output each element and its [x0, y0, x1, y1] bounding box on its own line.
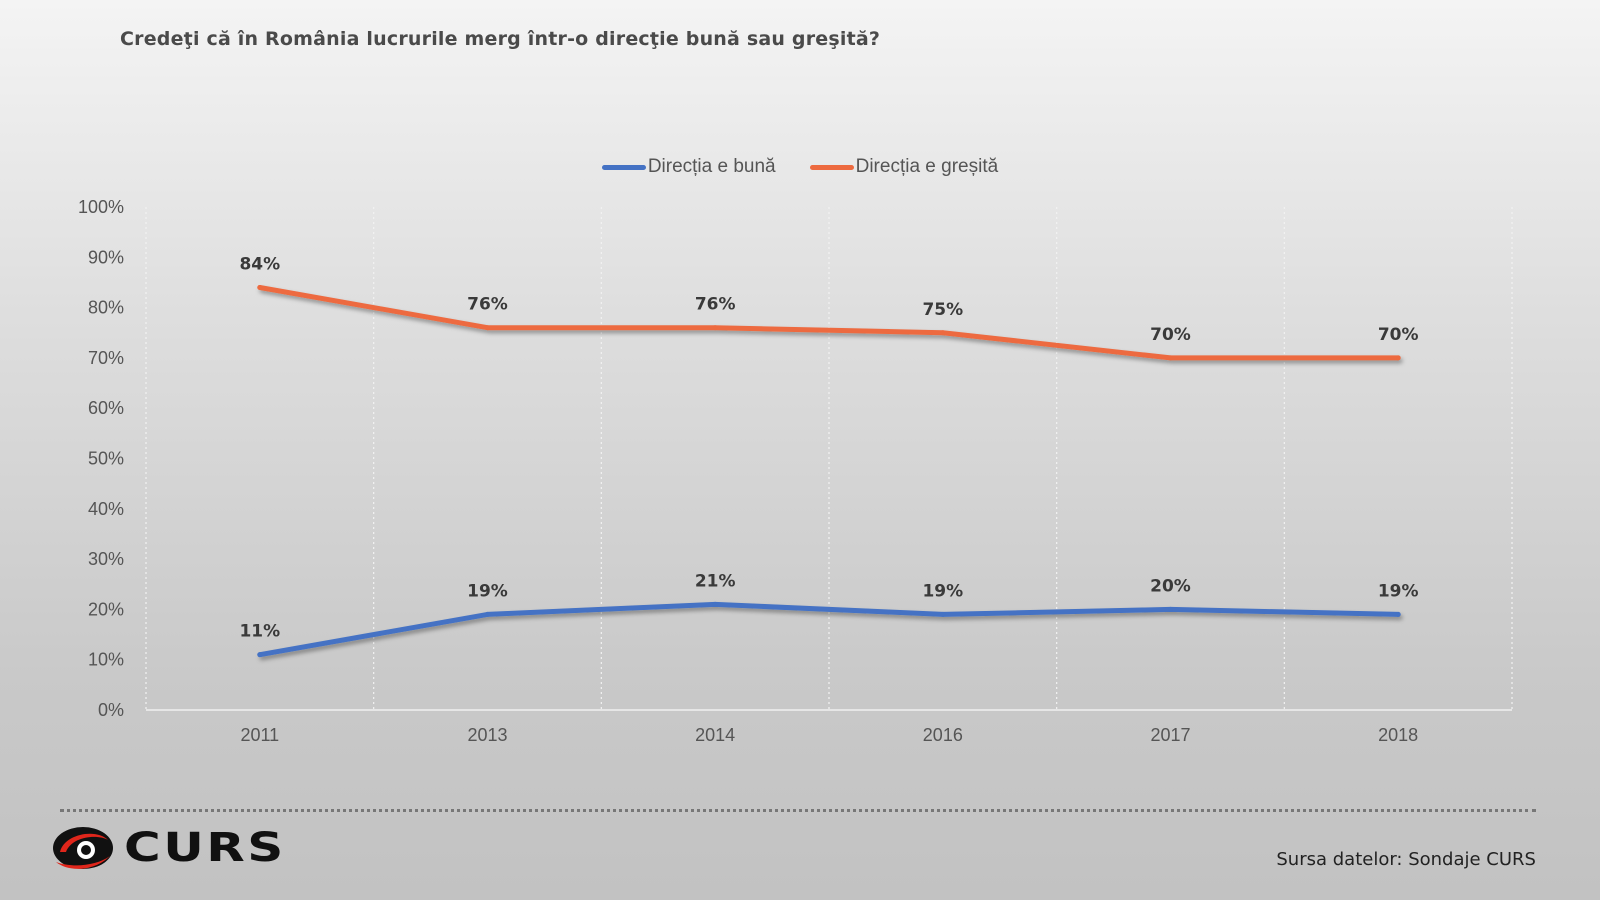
data-label: 76% — [467, 295, 508, 315]
line-chart: 0%10%20%30%40%50%60%70%80%90%100% 2011 20… — [78, 197, 1513, 745]
data-labels: 11% 19% 21% 19% 20% 19% 84% 76% 76% 75% 70% 70% — [239, 254, 1418, 641]
source-note: Sursa datelor: Sondaje CURS — [1276, 849, 1536, 870]
x-tick-label: 2013 — [467, 725, 507, 745]
legend-swatch-buna — [601, 164, 646, 170]
y-tick-label: 50% — [88, 449, 124, 469]
curs-logo-icon — [53, 827, 113, 869]
data-point — [257, 652, 263, 658]
y-tick-label: 10% — [88, 650, 124, 670]
x-tick-label: 2018 — [1378, 725, 1418, 745]
legend-label-gresita: Direcția e greșită — [855, 156, 999, 177]
data-point — [485, 611, 490, 617]
data-label: 21% — [695, 571, 736, 591]
data-point — [485, 325, 490, 331]
y-tick-label: 40% — [88, 499, 124, 519]
grid — [145, 207, 1513, 711]
x-tick-label: 2011 — [240, 725, 279, 745]
data-point — [257, 284, 263, 290]
footer-divider — [60, 809, 1536, 812]
data-point — [1395, 355, 1401, 361]
data-point — [940, 611, 946, 617]
data-label: 20% — [1150, 576, 1191, 596]
x-tick-label: 2016 — [923, 725, 963, 745]
y-tick-label: 20% — [88, 599, 124, 619]
data-point — [712, 601, 718, 607]
data-label: 70% — [1150, 325, 1191, 345]
data-point — [1168, 355, 1173, 361]
data-label: 70% — [1378, 325, 1419, 345]
y-tick-label: 60% — [88, 398, 124, 418]
series-line-gresita — [257, 284, 1401, 361]
data-point — [1168, 606, 1173, 612]
y-tick-label: 0% — [98, 700, 124, 720]
x-axis: 2011 2013 2014 2016 2017 2018 — [240, 725, 1418, 745]
data-point — [1395, 611, 1401, 617]
data-label: 75% — [922, 300, 963, 320]
legend-item-buna: Direcția e bună — [601, 156, 776, 178]
y-tick-label: 70% — [88, 348, 124, 368]
curs-logo-text: CURS — [124, 825, 286, 871]
y-axis: 0% 10% 20% 30% 40% 50% 60% 70% 80% 90% 100% — [78, 197, 124, 720]
curs-logo: CURS — [50, 822, 283, 874]
legend-swatch-gresita — [809, 164, 854, 170]
y-tick-label: 100% — [78, 197, 124, 217]
series-line-buna — [257, 601, 1401, 658]
y-tick-label: 90% — [88, 247, 124, 267]
data-point — [940, 330, 946, 336]
chart-title: Credeţi că în România lucrurile merg înt… — [120, 28, 881, 50]
series-group — [257, 284, 1401, 658]
data-label: 19% — [1378, 581, 1419, 601]
legend: Direcția e bună Direcția e greșită — [0, 156, 1600, 178]
data-label: 11% — [239, 622, 280, 642]
data-point — [712, 325, 718, 331]
data-label: 19% — [467, 581, 508, 601]
data-label: 19% — [922, 581, 963, 601]
x-tick-label: 2017 — [1150, 725, 1190, 745]
legend-label-buna: Direcția e bună — [647, 156, 776, 177]
y-tick-label: 30% — [88, 549, 124, 569]
y-tick-label: 80% — [88, 298, 124, 318]
x-tick-label: 2014 — [695, 725, 735, 745]
data-label: 76% — [695, 295, 736, 315]
legend-item-gresita: Direcția e greșită — [809, 156, 999, 178]
data-label: 84% — [239, 254, 280, 274]
